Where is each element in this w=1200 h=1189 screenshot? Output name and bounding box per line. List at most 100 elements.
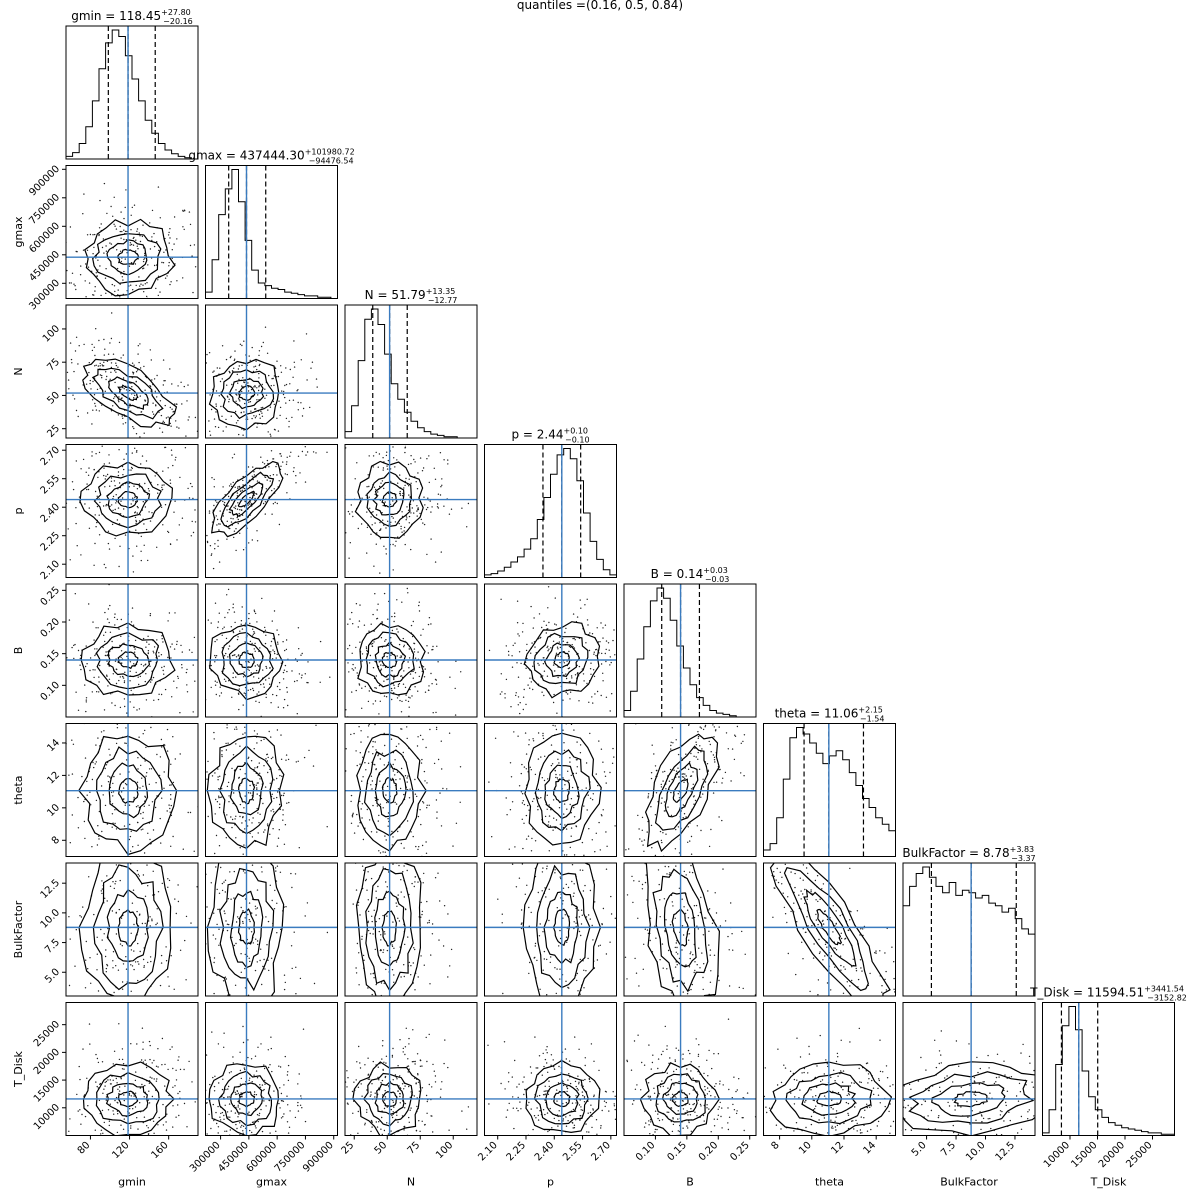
sample-point	[208, 512, 211, 514]
sample-point	[218, 612, 220, 614]
sample-point	[282, 671, 285, 674]
sample-point	[539, 923, 541, 925]
sample-point	[210, 664, 212, 667]
sample-point	[282, 641, 284, 643]
sample-point	[56, 465, 57, 466]
sample-point	[163, 251, 165, 253]
sample-point	[128, 486, 130, 488]
sample-point	[376, 609, 378, 611]
sample-point	[89, 233, 92, 236]
sample-point	[235, 726, 237, 728]
sample-point	[201, 597, 202, 598]
sample-point	[119, 706, 122, 709]
sample-point	[124, 804, 127, 806]
sample-point	[152, 402, 154, 404]
sample-point	[554, 770, 556, 772]
sample-point	[163, 787, 165, 789]
sample-point	[164, 688, 167, 691]
sample-point	[248, 819, 250, 821]
sample-point	[238, 708, 240, 711]
sample-point	[170, 281, 172, 283]
sample-point	[105, 245, 107, 247]
sample-point	[122, 702, 123, 703]
sample-point	[392, 763, 394, 766]
sample-point	[256, 540, 259, 542]
sample-point	[253, 648, 255, 650]
sample-point	[591, 839, 593, 841]
sample-point	[75, 929, 78, 931]
sample-point	[575, 684, 578, 686]
sample-point	[403, 487, 405, 489]
sample-point	[379, 700, 381, 702]
sample-point	[285, 906, 287, 908]
sample-point	[565, 828, 568, 830]
sample-point	[113, 223, 115, 225]
sample-point	[242, 816, 244, 819]
sample-point	[264, 968, 266, 970]
sample-point	[410, 965, 412, 967]
sample-point	[311, 432, 312, 433]
sample-point	[237, 397, 240, 399]
sample-point	[90, 388, 92, 390]
sample-point	[209, 394, 211, 396]
sample-point	[579, 744, 582, 746]
sample-point	[570, 827, 573, 829]
sample-point	[144, 664, 146, 666]
sample-point	[363, 624, 366, 626]
sample-point	[175, 403, 178, 405]
sample-point	[199, 526, 200, 527]
sample-point	[382, 457, 384, 459]
sample-point	[533, 782, 534, 783]
sample-point	[315, 452, 317, 454]
sample-point	[509, 762, 512, 764]
sample-point	[516, 600, 519, 602]
sample-point	[152, 829, 155, 831]
panel-frame	[205, 444, 338, 578]
sample-point	[231, 767, 233, 770]
sample-point	[592, 669, 595, 671]
sample-point	[380, 721, 381, 722]
sample-point	[89, 858, 90, 859]
sample-point	[144, 389, 146, 391]
sample-point	[556, 999, 557, 1000]
sample-point	[397, 830, 399, 833]
sample-point	[144, 760, 146, 762]
sample-point	[293, 436, 294, 437]
sample-point	[361, 803, 364, 805]
sample-point	[418, 610, 421, 612]
sample-point	[564, 824, 566, 826]
sample-point	[685, 753, 687, 755]
sample-point	[98, 410, 101, 412]
sample-point	[548, 821, 550, 823]
sample-point	[600, 748, 603, 750]
sample-point	[216, 501, 218, 503]
sample-point	[189, 903, 190, 904]
sample-point	[110, 337, 113, 340]
sample-point	[92, 409, 94, 411]
sample-point	[373, 486, 376, 488]
sample-point	[247, 668, 249, 670]
sample-point	[306, 451, 309, 453]
sample-point	[741, 703, 742, 704]
panel-frame	[763, 723, 896, 857]
sample-point	[426, 645, 428, 647]
sample-point	[545, 624, 548, 626]
sample-point	[233, 453, 236, 455]
sample-point	[252, 633, 255, 635]
sample-point	[670, 741, 672, 743]
sample-point	[79, 657, 82, 660]
sample-point	[231, 261, 232, 262]
sample-point	[268, 969, 270, 972]
sample-point	[92, 761, 94, 764]
sample-point	[592, 793, 594, 795]
sample-point	[380, 982, 383, 984]
sample-point	[362, 1043, 363, 1044]
sample-point	[261, 833, 262, 834]
sample-point	[636, 654, 637, 655]
sample-point	[239, 1044, 240, 1045]
sample-point	[210, 440, 211, 441]
sample-point	[231, 485, 233, 488]
sample-point	[655, 792, 658, 794]
contour-level-0	[644, 733, 720, 853]
sample-point	[146, 641, 148, 643]
